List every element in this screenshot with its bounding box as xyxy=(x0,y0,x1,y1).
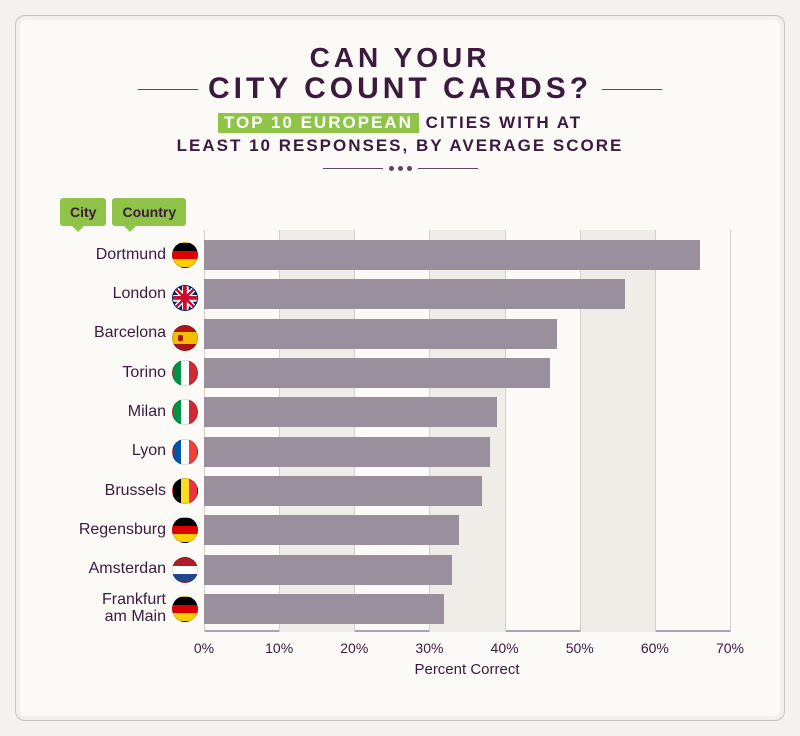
x-tick-label: 30% xyxy=(415,640,443,656)
bar xyxy=(204,240,700,270)
city-label: London xyxy=(50,286,166,303)
bar-row: Dortmund xyxy=(50,238,730,272)
title-block: CAN YOUR CITY COUNT CARDS? TOP 10 EUROPE… xyxy=(50,42,750,171)
subtitle-rest-2: LEAST 10 RESPONSES, BY AVERAGE SCORE xyxy=(177,136,624,155)
bar-row: Brussels xyxy=(50,474,730,508)
subtitle-rest-1: CITIES WITH AT xyxy=(426,113,582,132)
country-flag-icon xyxy=(172,517,198,543)
country-flag-icon xyxy=(172,360,198,386)
bar xyxy=(204,594,444,624)
bar xyxy=(204,476,482,506)
bar xyxy=(204,515,459,545)
bar-chart: 0% 10% 20% 30% 40% 50% 60% 70% Dortmund London Ba… xyxy=(50,232,750,680)
bar-row: Torino xyxy=(50,356,730,390)
x-tick-label: 70% xyxy=(716,640,744,656)
title-line-1: CAN YOUR xyxy=(50,42,750,74)
legend-tab-city: City xyxy=(60,198,106,226)
country-flag-icon xyxy=(172,399,198,425)
city-label: Brussels xyxy=(50,483,166,500)
bar xyxy=(204,358,550,388)
x-tick-label: 40% xyxy=(491,640,519,656)
legend-tab-country: Country xyxy=(112,198,186,226)
country-flag-icon xyxy=(172,478,198,504)
city-label: Torino xyxy=(50,365,166,382)
legend-tabs: City Country xyxy=(60,198,186,226)
x-axis-label: Percent Correct xyxy=(204,661,730,678)
city-label: Regensburg xyxy=(50,522,166,539)
city-label: Lyon xyxy=(50,443,166,460)
x-tick-label: 20% xyxy=(340,640,368,656)
city-label: Milan xyxy=(50,404,166,421)
decor-divider xyxy=(50,166,750,171)
bar-row: Lyon xyxy=(50,435,730,469)
bar-row: Amsterdan xyxy=(50,553,730,587)
country-flag-icon xyxy=(172,242,198,268)
bar-row: Barcelona xyxy=(50,317,730,351)
country-flag-icon xyxy=(172,439,198,465)
infographic-card: CAN YOUR CITY COUNT CARDS? TOP 10 EUROPE… xyxy=(15,15,785,721)
x-tick-label: 60% xyxy=(641,640,669,656)
bar xyxy=(204,437,490,467)
city-label: Frankfurtam Main xyxy=(50,592,166,626)
country-flag-icon xyxy=(172,557,198,583)
bar xyxy=(204,319,557,349)
x-tick-label: 10% xyxy=(265,640,293,656)
bar xyxy=(204,555,452,585)
bar-row: Regensburg xyxy=(50,513,730,547)
subtitle-highlight: TOP 10 EUROPEAN xyxy=(218,113,419,133)
city-label: Barcelona xyxy=(50,325,166,342)
x-tick-label: 50% xyxy=(566,640,594,656)
grid-line xyxy=(730,230,731,632)
subtitle: TOP 10 EUROPEAN CITIES WITH AT LEAST 10 … xyxy=(50,112,750,158)
country-flag-icon xyxy=(172,285,198,311)
title-line-2: CITY COUNT CARDS? xyxy=(208,72,592,106)
bar-row: London xyxy=(50,277,730,311)
x-tick-label: 0% xyxy=(194,640,214,656)
country-flag-icon xyxy=(172,325,198,351)
bar-row: Milan xyxy=(50,395,730,429)
country-flag-icon xyxy=(172,596,198,622)
bar xyxy=(204,397,497,427)
city-label: Dortmund xyxy=(50,247,166,264)
city-label: Amsterdan xyxy=(50,561,166,578)
bar-row: Frankfurtam Main xyxy=(50,592,730,626)
bar xyxy=(204,279,625,309)
bar-rows: Dortmund London Barcelona Torino Milan Lyon Br… xyxy=(50,238,730,626)
